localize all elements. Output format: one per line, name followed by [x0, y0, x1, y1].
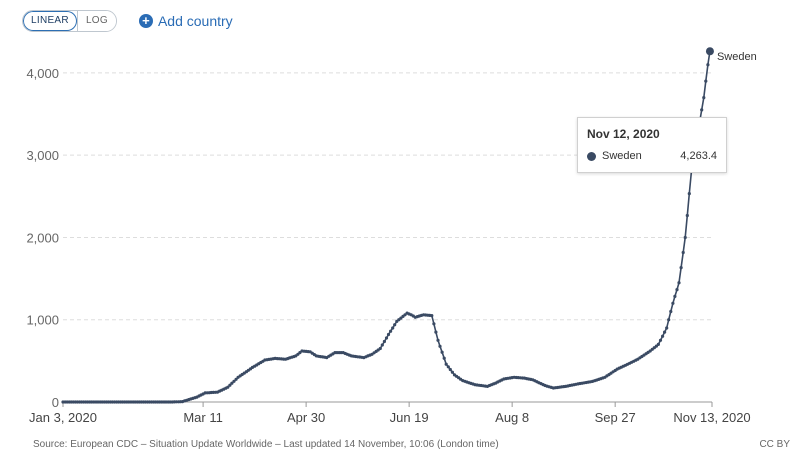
tooltip-date: Nov 12, 2020	[587, 127, 660, 141]
y-tick-label: 1,000	[26, 313, 59, 328]
data-point	[658, 338, 663, 342]
chart-toolbar: LINEAR LOG + Add country	[22, 10, 233, 32]
x-tick-label: Jun 19	[390, 410, 429, 425]
x-axis-ticks: Jan 3, 2020 Mar 11 Apr 30 Jun 19 Aug 8 Sep 27…	[29, 402, 751, 425]
scale-toggle: LINEAR LOG	[22, 10, 117, 32]
series-line	[63, 51, 711, 403]
series-sweden: Sweden	[61, 47, 757, 404]
data-point	[685, 213, 689, 218]
data-point	[667, 318, 671, 322]
y-tick-label: 3,000	[26, 148, 59, 163]
data-point	[656, 342, 661, 346]
data-point	[444, 362, 448, 366]
data-point	[450, 370, 454, 374]
tooltip-row: Sweden 4,263.4	[587, 150, 717, 162]
x-tick-label: Nov 13, 2020	[673, 410, 750, 425]
log-button[interactable]: LOG	[76, 11, 116, 31]
data-point	[448, 367, 452, 372]
data-point	[382, 339, 386, 344]
y-tick-label: 4,000	[26, 66, 59, 81]
data-point	[442, 356, 446, 360]
data-point	[665, 326, 669, 330]
data-point	[436, 338, 440, 342]
tooltip-value: 4,263.4	[680, 150, 717, 162]
tooltip-series-name: Sweden	[602, 150, 642, 162]
data-point	[432, 322, 436, 326]
data-point	[230, 381, 234, 385]
data-point	[675, 288, 679, 292]
data-point	[228, 383, 232, 387]
data-point	[704, 79, 708, 83]
data-point	[700, 108, 704, 112]
x-tick-label: Sep 27	[595, 410, 636, 425]
data-point	[234, 377, 238, 381]
source-note: Source: European CDC – Situation Update …	[33, 439, 499, 450]
data-point	[391, 326, 395, 330]
x-tick-label: Mar 11	[183, 410, 223, 425]
x-tick-label: Jan 3, 2020	[29, 410, 97, 425]
data-point	[386, 332, 391, 337]
data-point	[679, 266, 683, 270]
data-point	[440, 350, 444, 354]
data-point	[384, 336, 389, 340]
line-chart: 0 1,000 2,000 3,000 4,000 Jan 3, 2020 Mar 11 A…	[26, 47, 757, 425]
data-point	[671, 301, 675, 305]
plus-circle-icon: +	[138, 14, 153, 28]
highlight-point	[705, 47, 714, 56]
data-point	[389, 329, 393, 333]
data-point	[226, 385, 230, 389]
data-point	[702, 96, 706, 100]
data-point	[706, 63, 710, 67]
data-point	[663, 330, 667, 334]
data-point	[434, 330, 438, 334]
data-point	[673, 294, 677, 298]
data-point	[446, 365, 450, 369]
data-point	[681, 250, 685, 255]
data-point	[393, 323, 397, 327]
y-axis-ticks: 0 1,000 2,000 3,000 4,000	[26, 66, 59, 410]
data-point	[669, 309, 673, 314]
data-point	[430, 314, 434, 318]
data-point	[661, 334, 665, 338]
x-tick-label: Apr 30	[287, 410, 325, 425]
linear-button[interactable]: LINEAR	[23, 11, 77, 31]
add-country-button[interactable]: + Add country	[138, 13, 233, 29]
y-tick-label: 0	[52, 395, 59, 410]
tooltip: Nov 12, 2020 Sweden 4,263.4	[577, 117, 727, 173]
data-point	[438, 344, 442, 348]
license-link[interactable]: CC BY	[759, 439, 790, 450]
data-point	[677, 281, 681, 285]
data-point	[380, 343, 384, 347]
add-country-label: Add country	[157, 13, 233, 29]
series-end-label: Sweden	[717, 51, 757, 63]
y-tick-label: 2,000	[26, 230, 59, 245]
series-dot-icon	[587, 151, 596, 161]
data-point	[232, 379, 236, 383]
data-point	[687, 192, 691, 196]
x-tick-label: Aug 8	[495, 410, 529, 425]
data-point	[683, 235, 687, 240]
data-point	[378, 346, 382, 351]
